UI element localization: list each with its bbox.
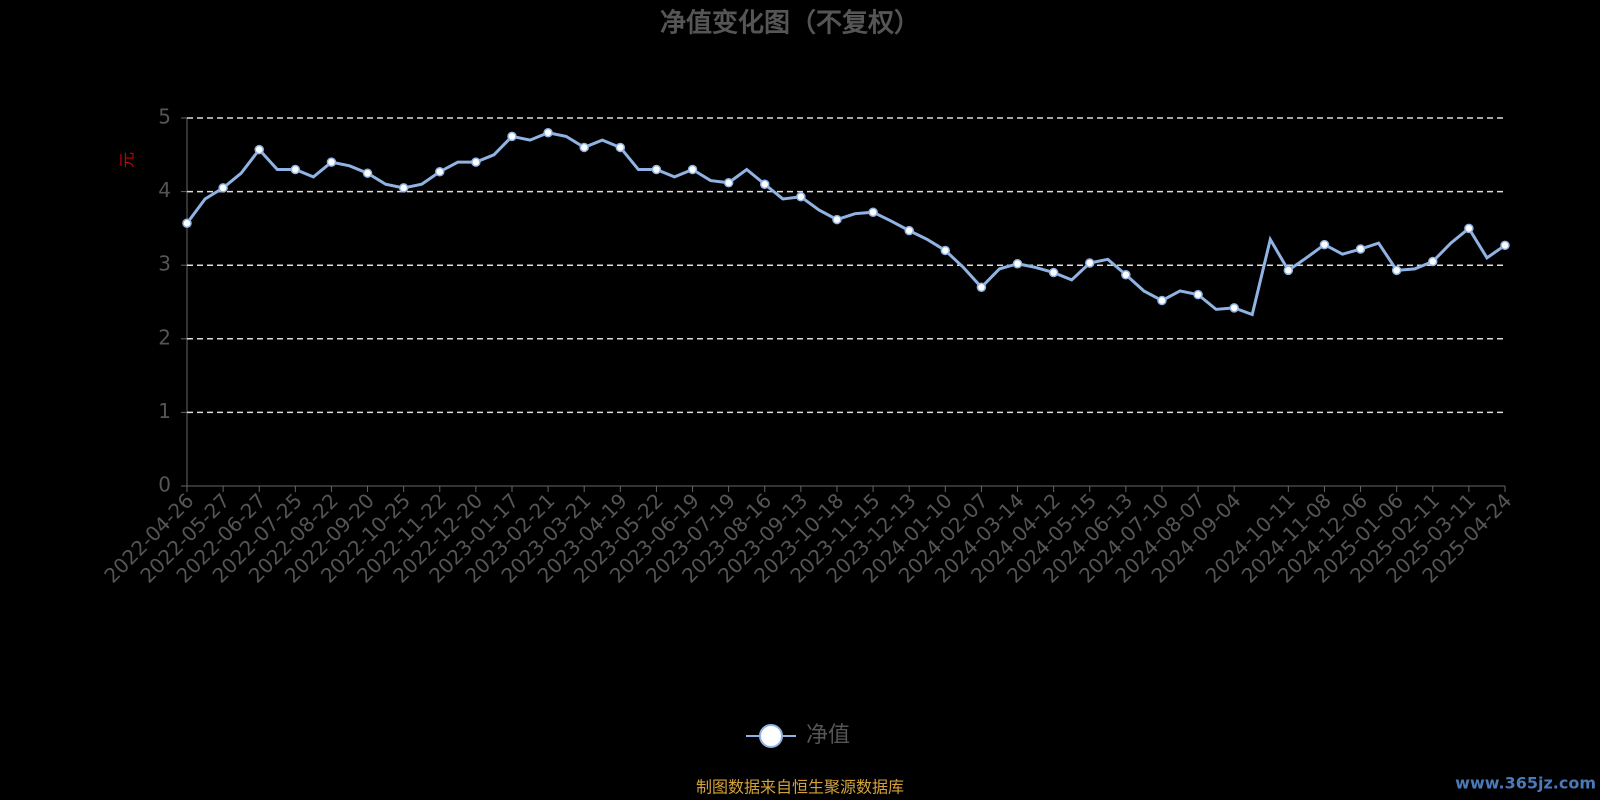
point-marker (290, 164, 301, 175)
point-marker (832, 214, 842, 225)
point-marker (1121, 270, 1131, 280)
legend-marker (759, 724, 783, 748)
point-marker (1500, 240, 1510, 251)
point-marker (796, 192, 806, 202)
point-marker (904, 225, 914, 236)
point-marker (471, 157, 481, 167)
point-marker (1048, 267, 1059, 278)
point-marker (1157, 295, 1167, 306)
y-tick-label: 5 (158, 105, 171, 129)
point-marker (1283, 265, 1294, 276)
y-tick-label: 3 (158, 252, 171, 276)
point-marker (976, 282, 987, 293)
legend-label[interactable]: 净值 (806, 723, 850, 748)
point-marker (507, 131, 517, 142)
point-marker (579, 142, 589, 153)
point-marker (723, 178, 734, 188)
point-marker (868, 207, 878, 217)
source-note: 制图数据来自恒生聚源数据库 (696, 778, 904, 797)
point-marker (651, 164, 662, 175)
point-marker (435, 166, 445, 177)
point-marker (687, 164, 698, 175)
point-marker (1464, 223, 1474, 234)
y-tick-label: 2 (158, 325, 171, 349)
y-tick-label: 0 (158, 473, 171, 497)
point-marker (543, 127, 553, 138)
point-marker (1355, 244, 1366, 254)
point-marker (362, 168, 373, 178)
y-tick-label: 4 (158, 178, 171, 202)
point-marker (1391, 265, 1402, 276)
series-line (185, 131, 1506, 317)
point-marker (218, 183, 228, 193)
y-axis-label: 元 (118, 152, 137, 168)
y-tick-label: 1 (158, 399, 171, 423)
point-marker (1229, 303, 1239, 313)
point-marker (940, 245, 951, 256)
watermark: www.365jz.com (1455, 774, 1596, 793)
point-marker (1084, 258, 1095, 268)
point-marker (1012, 258, 1023, 269)
point-marker (615, 142, 626, 153)
point-marker (1193, 289, 1203, 300)
point-marker (182, 218, 192, 228)
point-marker (760, 179, 770, 189)
point-marker (1428, 256, 1438, 267)
point-marker (398, 183, 409, 193)
point-marker (254, 144, 264, 155)
chart-title: 净值变化图（不复权） (660, 8, 920, 39)
point-marker (326, 157, 337, 167)
point-marker (1319, 239, 1330, 250)
